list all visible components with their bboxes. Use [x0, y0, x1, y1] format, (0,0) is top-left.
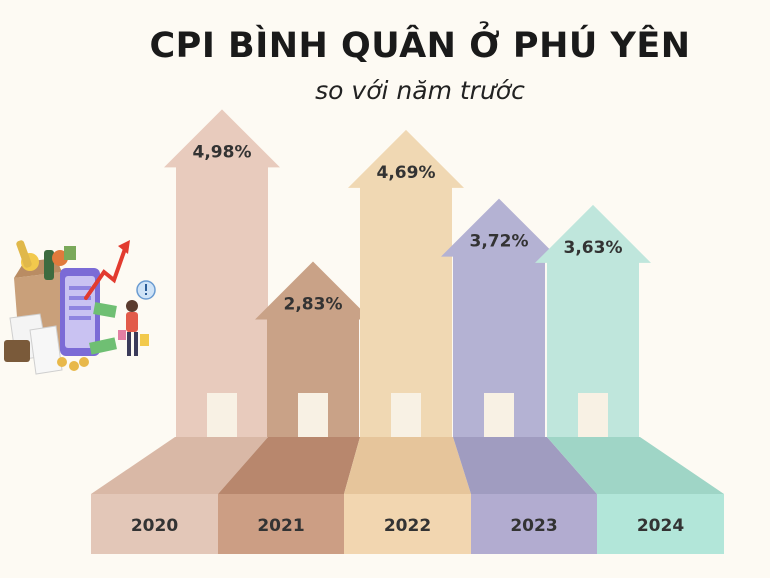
value-label-2020: 4,98%: [193, 142, 252, 162]
cpi-arrow-bar-2020: [164, 109, 280, 438]
cpi-arrow-bar-2024: [535, 204, 651, 437]
arrow-window: [207, 393, 237, 437]
value-label-2023: 3,72%: [470, 232, 529, 252]
cpi-arrow-bar-2023: [441, 198, 557, 437]
cpi-arrow-bar-2022: [348, 129, 464, 437]
page-title: CPI BÌNH QUÂN Ở PHÚ YÊN: [149, 26, 691, 66]
page-subtitle: so với năm trước: [315, 76, 525, 105]
base-front-2020: [91, 494, 218, 554]
shopping-inflation-illustration-icon: [4, 240, 156, 375]
base-top-2022: [344, 437, 471, 494]
year-label-2022: 2022: [384, 516, 431, 536]
base-front-2022: [344, 494, 471, 554]
base-front-2024: [597, 494, 724, 554]
cpi-arrow-bar-2021: [255, 261, 371, 437]
base-front-2023: [471, 494, 597, 554]
year-label-2024: 2024: [637, 516, 684, 536]
value-label-2024: 3,63%: [564, 238, 623, 258]
arrow-window: [391, 393, 421, 437]
year-label-2020: 2020: [131, 516, 178, 536]
value-label-2021: 2,83%: [284, 295, 343, 315]
base-top-2020: [91, 437, 268, 494]
arrow-window: [298, 393, 328, 437]
base-front-2021: [218, 494, 344, 554]
arrow-window: [578, 393, 608, 437]
value-label-2022: 4,69%: [377, 163, 436, 183]
year-label-2023: 2023: [510, 516, 557, 536]
base-top-2023: [453, 437, 597, 494]
arrow-window: [484, 393, 514, 437]
base-top-2024: [547, 437, 724, 494]
year-label-2021: 2021: [257, 516, 304, 536]
base-top-2021: [218, 437, 360, 494]
